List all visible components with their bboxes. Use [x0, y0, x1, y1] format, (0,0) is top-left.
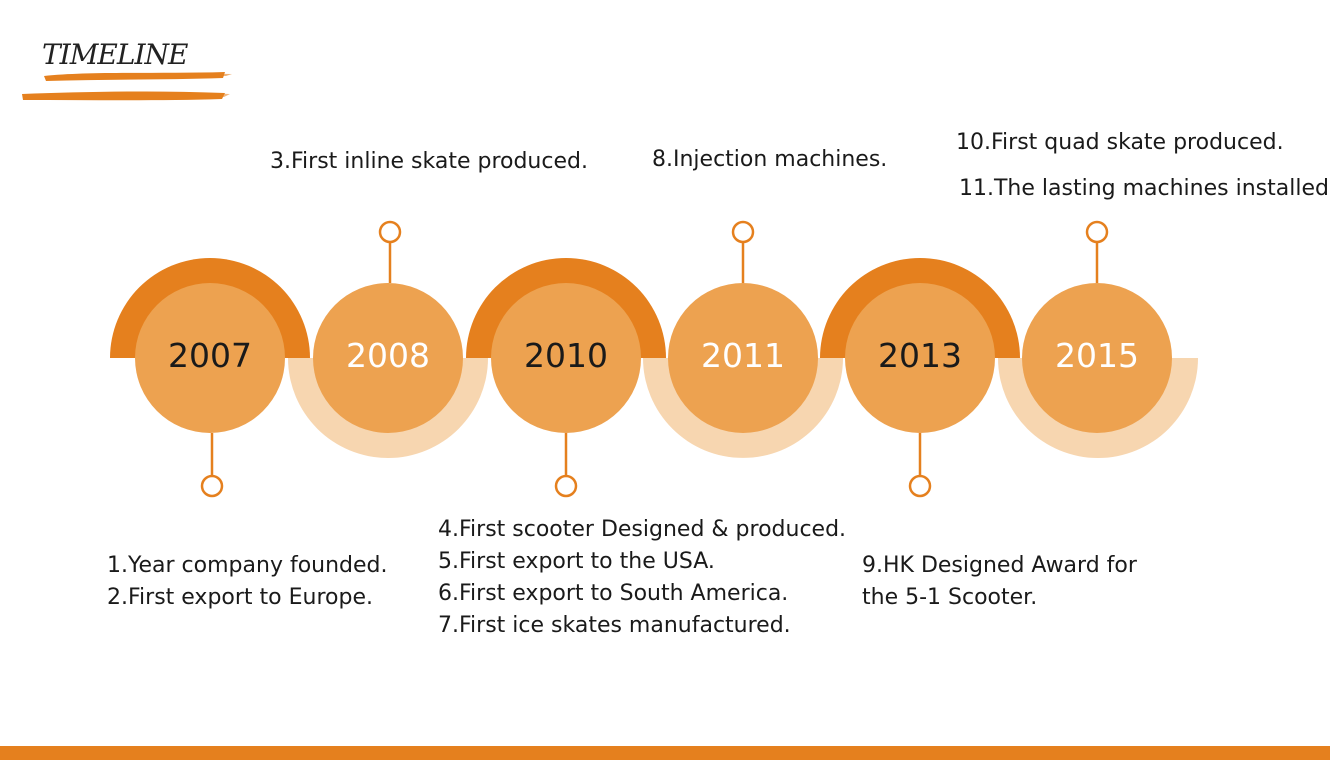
note-line: 6.First export to South America. — [438, 581, 789, 606]
circle-2007 — [135, 283, 285, 433]
note-line: the 5-1 Scooter. — [862, 585, 1038, 610]
notes-2015: 10.First quad skate produced. 11.The las… — [956, 120, 1330, 212]
circle-2008 — [313, 283, 463, 433]
circle-2010 — [491, 283, 641, 433]
note-line: 3.First inline skate produced. — [270, 149, 588, 174]
year-label-2015: 2015 — [1055, 336, 1139, 375]
bottom-accent-bar — [0, 746, 1330, 760]
year-label-2010: 2010 — [524, 336, 608, 375]
pin-2007 — [200, 474, 224, 498]
note-line: 8.Injection machines. — [652, 147, 888, 172]
note-line: 9.HK Designed Award for — [862, 553, 1137, 578]
circle-2015 — [1022, 283, 1172, 433]
notes-2010: 4.First scooter Designed & produced. 5.F… — [438, 514, 846, 642]
notes-2007: 1.Year company founded. 2.First export t… — [107, 550, 388, 614]
title-brush-strokes — [22, 72, 232, 101]
notes-2008: 3.First inline skate produced. — [270, 146, 588, 178]
note-line: 2.First export to Europe. — [107, 585, 373, 610]
year-label-2007: 2007 — [168, 336, 252, 375]
year-label-2011: 2011 — [701, 336, 785, 375]
pin-2008 — [378, 220, 402, 244]
page-title: TIMELINE — [42, 38, 188, 71]
note-line: 1.Year company founded. — [107, 553, 388, 578]
notes-2011: 8.Injection machines. — [652, 144, 887, 176]
notes-2013: 9.HK Designed Award for the 5-1 Scooter. — [862, 550, 1137, 614]
year-label-2013: 2013 — [878, 336, 962, 375]
year-label-2008: 2008 — [346, 336, 430, 375]
note-line: 11.The lasting machines installed. — [959, 176, 1330, 201]
note-line: 10.First quad skate produced. — [956, 130, 1284, 155]
note-line: 4.First scooter Designed & produced. — [438, 517, 847, 542]
pin-2013 — [908, 474, 932, 498]
circle-2013 — [845, 283, 995, 433]
pin-2015 — [1085, 220, 1109, 244]
note-line: 7.First ice skates manufactured. — [438, 613, 791, 638]
note-line: 5.First export to the USA. — [438, 549, 715, 574]
pin-2011 — [731, 220, 755, 244]
circle-2011 — [668, 283, 818, 433]
pin-2010 — [554, 474, 578, 498]
